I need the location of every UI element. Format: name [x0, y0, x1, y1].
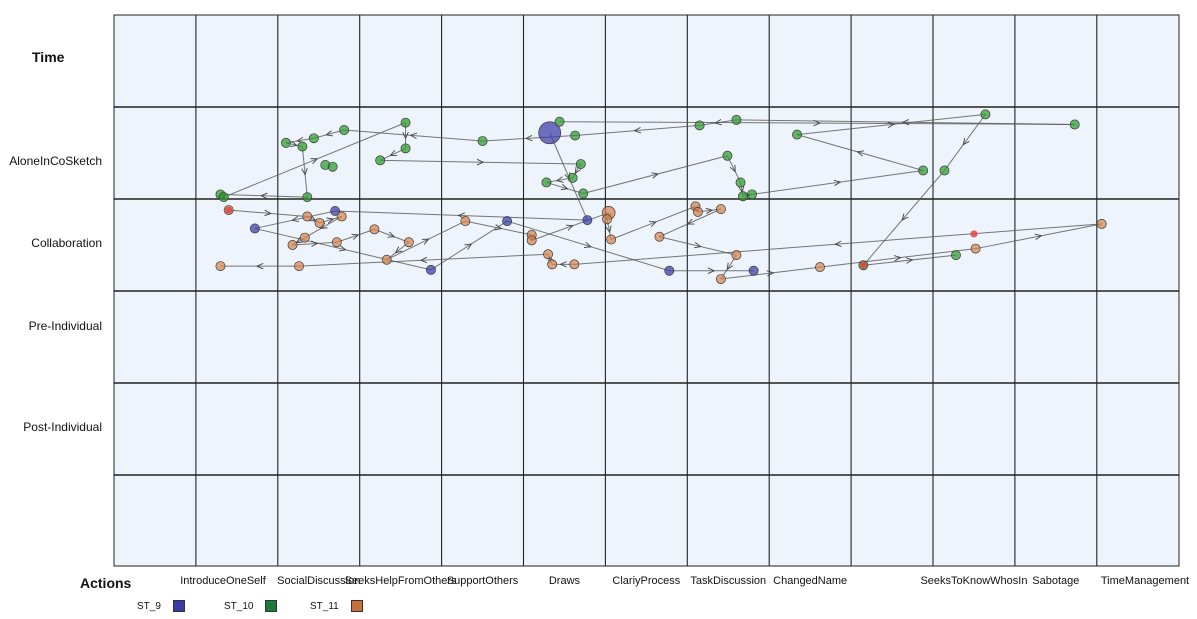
data-point	[569, 259, 580, 270]
data-point	[950, 250, 961, 261]
legend-label: ST_11	[310, 600, 339, 612]
column-label: Draws	[549, 575, 581, 587]
column-label: ClariyProcess	[612, 575, 680, 587]
data-point	[336, 211, 347, 222]
data-point	[375, 155, 386, 166]
data-point	[980, 109, 991, 120]
grid-lines	[114, 15, 1179, 566]
data-point	[575, 159, 586, 169]
data-point	[582, 215, 593, 226]
data-point	[281, 137, 291, 148]
data-point	[331, 237, 342, 248]
column-label: Sabotage	[1032, 575, 1079, 587]
data-point	[541, 177, 552, 188]
data-point	[543, 249, 554, 260]
data-point	[400, 143, 411, 154]
legend-swatch	[350, 600, 363, 612]
legend-item-st9: ST_9	[137, 600, 185, 612]
data-point	[249, 223, 260, 234]
data-point	[731, 250, 742, 261]
data-point	[302, 211, 313, 222]
data-point	[403, 237, 414, 248]
legend-item-st10: ST_10	[224, 600, 278, 612]
column-labels: IntroduceOneSelf SocialDiscussionSeeksHel…	[180, 575, 1189, 587]
data-point	[460, 216, 471, 227]
data-point	[606, 234, 617, 245]
legend-swatch	[265, 600, 278, 612]
data-point	[578, 188, 589, 199]
data-point	[715, 204, 726, 215]
column-label: SeeksToKnowWhosIn	[920, 575, 1027, 587]
data-point	[970, 243, 981, 254]
data-point	[554, 116, 565, 127]
column-label: IntroduceOneSelf	[180, 575, 267, 587]
data-point	[526, 235, 537, 246]
data-point	[1069, 119, 1080, 130]
legend-swatch	[172, 600, 185, 612]
y-axis-title: Time	[32, 49, 65, 65]
overlap-point	[970, 230, 978, 238]
row-label: Post-Individual	[23, 420, 102, 434]
data-point	[918, 165, 929, 176]
column-label: SeeksHelpFromOthers	[345, 575, 457, 587]
legend-label: ST_9	[137, 600, 161, 612]
data-point	[715, 274, 726, 284]
data-point	[692, 206, 703, 217]
legend: ST_9 ST_10 ST_11	[0, 600, 1197, 614]
column-label: SocialDiscussion	[277, 575, 360, 587]
row-label: AloneInCoSketch	[9, 154, 102, 168]
row-labels: AloneInCoSketch Collaboration Pre-Individu…	[9, 154, 102, 434]
data-point	[722, 150, 733, 161]
row-label: Pre-Individual	[29, 319, 102, 333]
overlap-point	[859, 261, 867, 269]
data-point	[299, 232, 310, 243]
data-point	[815, 262, 825, 273]
column-label: TimeManagement	[1101, 575, 1189, 587]
data-point	[538, 121, 562, 145]
data-point	[654, 231, 665, 242]
column-label: ChangedName	[773, 575, 847, 587]
data-point	[302, 192, 313, 203]
overlap-point	[225, 206, 233, 214]
data-point	[664, 265, 675, 276]
data-point	[1096, 218, 1107, 229]
column-label: TaskDiscussion	[690, 575, 766, 587]
data-point	[426, 264, 436, 275]
data-point	[400, 117, 411, 128]
data-point	[369, 224, 380, 235]
legend-item-st11: ST_11	[310, 600, 363, 612]
data-point	[339, 125, 350, 135]
data-point	[477, 136, 488, 146]
data-point	[314, 217, 325, 228]
data-point	[602, 214, 612, 225]
data-point	[735, 177, 746, 188]
data-point	[570, 130, 581, 141]
data-points	[215, 109, 1107, 284]
data-point	[294, 261, 305, 272]
x-axis-title: Actions	[80, 575, 132, 591]
legend-label: ST_10	[224, 600, 254, 612]
column-label: SupportOthers	[447, 575, 519, 587]
data-point	[748, 265, 759, 276]
data-point	[327, 161, 338, 172]
data-point	[381, 254, 392, 265]
data-point	[747, 189, 757, 200]
data-point	[731, 114, 742, 125]
data-point	[218, 192, 229, 203]
data-point	[308, 133, 319, 144]
data-point	[287, 240, 298, 250]
data-point	[939, 165, 950, 176]
data-point	[330, 206, 341, 216]
data-point	[567, 172, 578, 183]
row-label: Collaboration	[31, 236, 102, 250]
data-point	[297, 141, 308, 152]
data-point	[547, 259, 558, 270]
data-point	[215, 261, 226, 272]
data-point	[502, 216, 513, 227]
data-point	[792, 129, 802, 140]
data-point	[738, 191, 748, 202]
data-point	[694, 120, 705, 131]
